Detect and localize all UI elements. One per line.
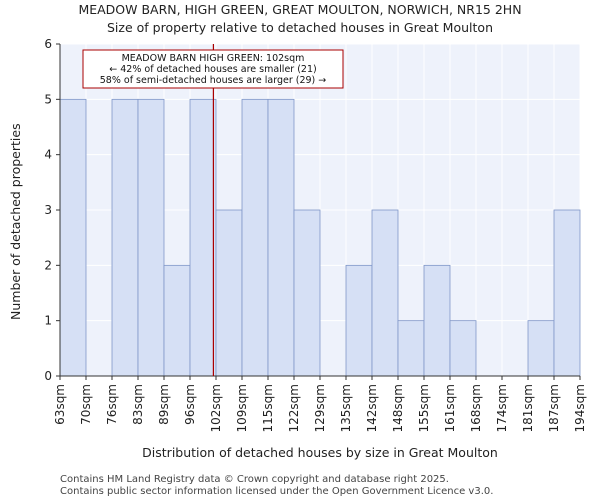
y-tick-label: 3 xyxy=(44,203,52,217)
x-tick-label: 135sqm xyxy=(339,384,353,432)
bar xyxy=(397,320,425,377)
y-axis-label: Number of detached properties xyxy=(8,123,23,320)
x-tick-label: 187sqm xyxy=(547,384,561,432)
x-tick-label: 148sqm xyxy=(391,384,405,432)
bar xyxy=(371,209,399,377)
x-tick-label: 174sqm xyxy=(495,384,509,432)
bar xyxy=(293,209,321,377)
y-tick-label: 2 xyxy=(44,258,52,272)
x-tick-label: 194sqm xyxy=(573,384,587,432)
bar xyxy=(137,98,165,377)
chart-title-line1: MEADOW BARN, HIGH GREEN, GREAT MOULTON, … xyxy=(78,2,522,17)
x-tick-label: 129sqm xyxy=(313,384,327,432)
x-tick-label: 70sqm xyxy=(79,384,93,425)
y-tick-label: 6 xyxy=(44,37,52,51)
x-tick-label: 181sqm xyxy=(521,384,535,432)
x-tick-label: 142sqm xyxy=(365,384,379,432)
footer-line1: Contains HM Land Registry data © Crown c… xyxy=(60,474,449,485)
x-tick-label: 76sqm xyxy=(105,384,119,425)
footer-line2: Contains public sector information licen… xyxy=(60,486,494,497)
bar xyxy=(423,264,451,377)
annotation-text: MEADOW BARN HIGH GREEN: 102sqm xyxy=(122,53,305,64)
bar xyxy=(345,264,373,377)
bar xyxy=(189,98,217,377)
chart-title-line2: Size of property relative to detached ho… xyxy=(107,20,493,35)
bar xyxy=(527,320,555,377)
x-tick-label: 122sqm xyxy=(287,384,301,432)
bar xyxy=(163,264,191,377)
x-tick-label: 63sqm xyxy=(53,384,67,425)
annotation-box xyxy=(82,49,344,89)
x-tick-label: 83sqm xyxy=(131,384,145,425)
annotation-text: ← 42% of detached houses are smaller (21… xyxy=(109,64,316,75)
x-axis-label: Distribution of detached houses by size … xyxy=(142,445,498,460)
y-tick-label: 0 xyxy=(44,369,52,383)
bar xyxy=(59,98,87,377)
x-tick-label: 89sqm xyxy=(157,384,171,425)
x-tick-label: 168sqm xyxy=(469,384,483,432)
x-tick-label: 161sqm xyxy=(443,384,457,432)
y-tick-label: 1 xyxy=(44,314,52,328)
x-tick-label: 96sqm xyxy=(183,384,197,425)
bar xyxy=(215,209,243,377)
x-tick-label: 115sqm xyxy=(261,384,275,432)
bar xyxy=(267,98,295,377)
annotation-text: 58% of semi-detached houses are larger (… xyxy=(100,75,327,86)
bar xyxy=(241,98,269,377)
x-tick-label: 155sqm xyxy=(417,384,431,432)
bar xyxy=(553,209,581,377)
y-tick-label: 4 xyxy=(44,148,52,162)
bar xyxy=(111,98,139,377)
x-tick-label: 109sqm xyxy=(235,384,249,432)
y-tick-label: 5 xyxy=(44,92,52,106)
bar xyxy=(449,320,477,377)
x-tick-label: 102sqm xyxy=(209,384,223,432)
